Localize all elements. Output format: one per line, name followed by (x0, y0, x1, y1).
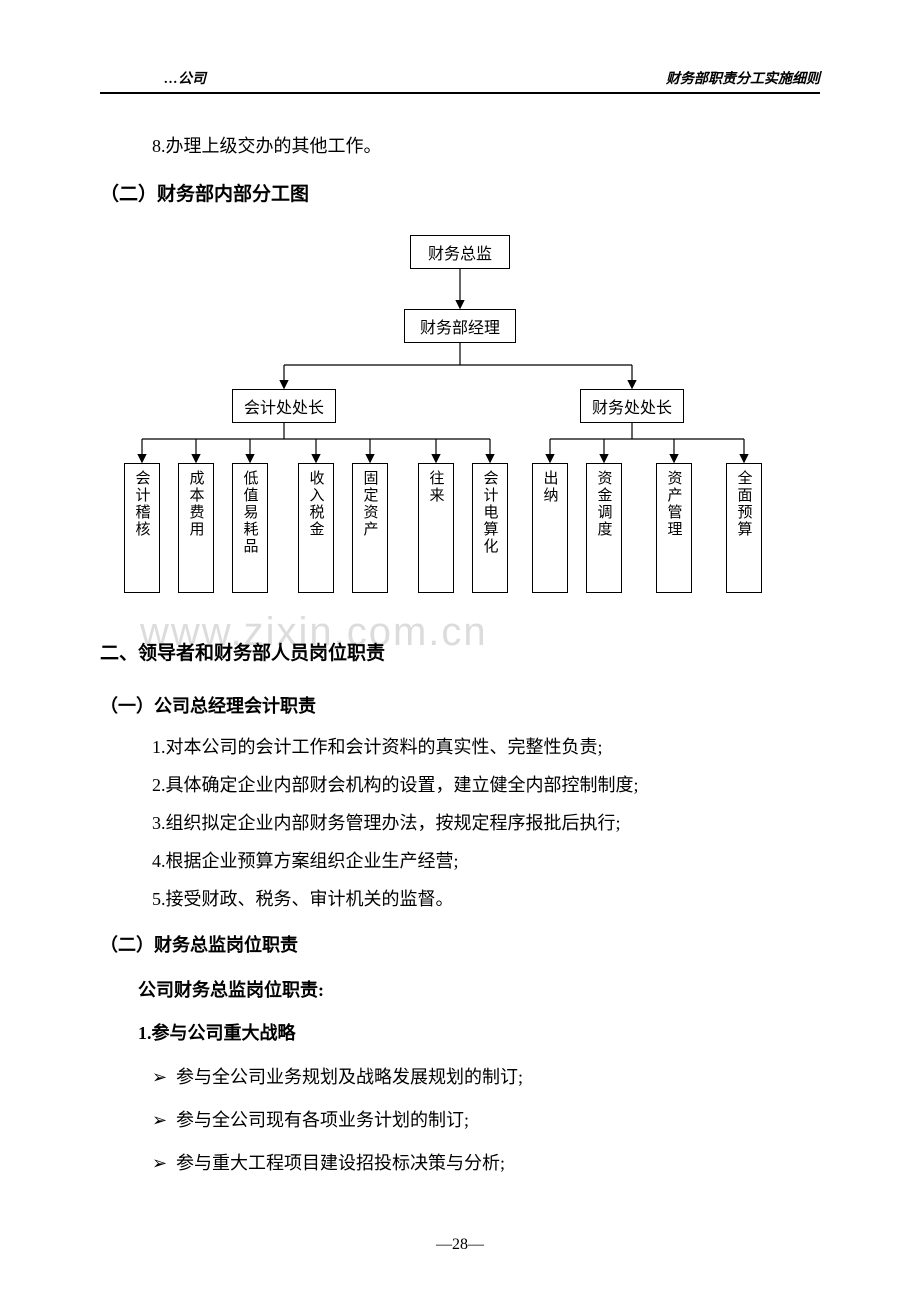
section-main-2: 二、领导者和财务部人员岗位职责 (100, 629, 820, 678)
subsection-2: （二）财务总监岗位职责 (100, 922, 820, 969)
bullet-icon: ➢ (152, 1056, 176, 1099)
node-level2: 财务部经理 (404, 309, 516, 343)
node-leaf-11: 全面预算 (726, 463, 762, 593)
bullet-icon: ➢ (152, 1099, 176, 1142)
list1-item: 1.对本公司的会计工作和会计资料的真实性、完整性负责; (100, 729, 820, 767)
org-chart: 财务总监 财务部经理 会计处处长 财务处处长 会计稽核 成本费用 低值易耗品 收… (100, 229, 820, 609)
header-title: 财务部职责分工实施细则 (666, 68, 820, 88)
list1-item: 4.根据企业预算方案组织企业生产经营; (100, 843, 820, 881)
node-leaf-9: 资金调度 (586, 463, 622, 593)
bullet-text: 参与重大工程项目建设招投标决策与分析; (176, 1153, 505, 1173)
node-leaf-4: 收入税金 (298, 463, 334, 593)
list1-item: 2.具体确定企业内部财会机构的设置，建立健全内部控制制度; (100, 767, 820, 805)
bullet-item: ➢参与全公司现有各项业务计划的制订; (100, 1099, 820, 1142)
node-leaf-5: 固定资产 (352, 463, 388, 593)
subsection-1: （一）公司总经理会计职责 (100, 683, 820, 730)
node-right-sub: 财务处处长 (580, 389, 684, 423)
node-leaf-8: 出纳 (532, 463, 568, 593)
intro-line: 8.办理上级交办的其他工作。 (100, 128, 820, 166)
node-left-sub: 会计处处长 (232, 389, 336, 423)
sub2-line1: 公司财务总监岗位职责: (100, 969, 820, 1012)
node-leaf-10: 资产管理 (656, 463, 692, 593)
bullet-item: ➢参与重大工程项目建设招投标决策与分析; (100, 1142, 820, 1185)
bullet-text: 参与全公司现有各项业务计划的制订; (176, 1110, 469, 1130)
node-leaf-1: 会计稽核 (124, 463, 160, 593)
list1-item: 5.接受财政、税务、审计机关的监督。 (100, 881, 820, 919)
bullet-item: ➢参与全公司业务规划及战略发展规划的制订; (100, 1056, 820, 1099)
bullet-text: 参与全公司业务规划及战略发展规划的制订; (176, 1067, 523, 1087)
node-leaf-6: 往来 (418, 463, 454, 593)
page-header: …公司 财务部职责分工实施细则 (100, 68, 820, 94)
node-root: 财务总监 (410, 235, 510, 269)
node-leaf-2: 成本费用 (178, 463, 214, 593)
bullet-icon: ➢ (152, 1142, 176, 1185)
header-company: …公司 (100, 68, 206, 88)
node-leaf-3: 低值易耗品 (232, 463, 268, 593)
sub2-line2: 1.参与公司重大战略 (100, 1012, 820, 1055)
list1-item: 3.组织拟定企业内部财务管理办法，按规定程序报批后执行; (100, 805, 820, 843)
page-number: —28— (0, 1236, 920, 1254)
section-2-title: （二）财务部内部分工图 (100, 170, 820, 219)
node-leaf-7: 会计电算化 (472, 463, 508, 593)
